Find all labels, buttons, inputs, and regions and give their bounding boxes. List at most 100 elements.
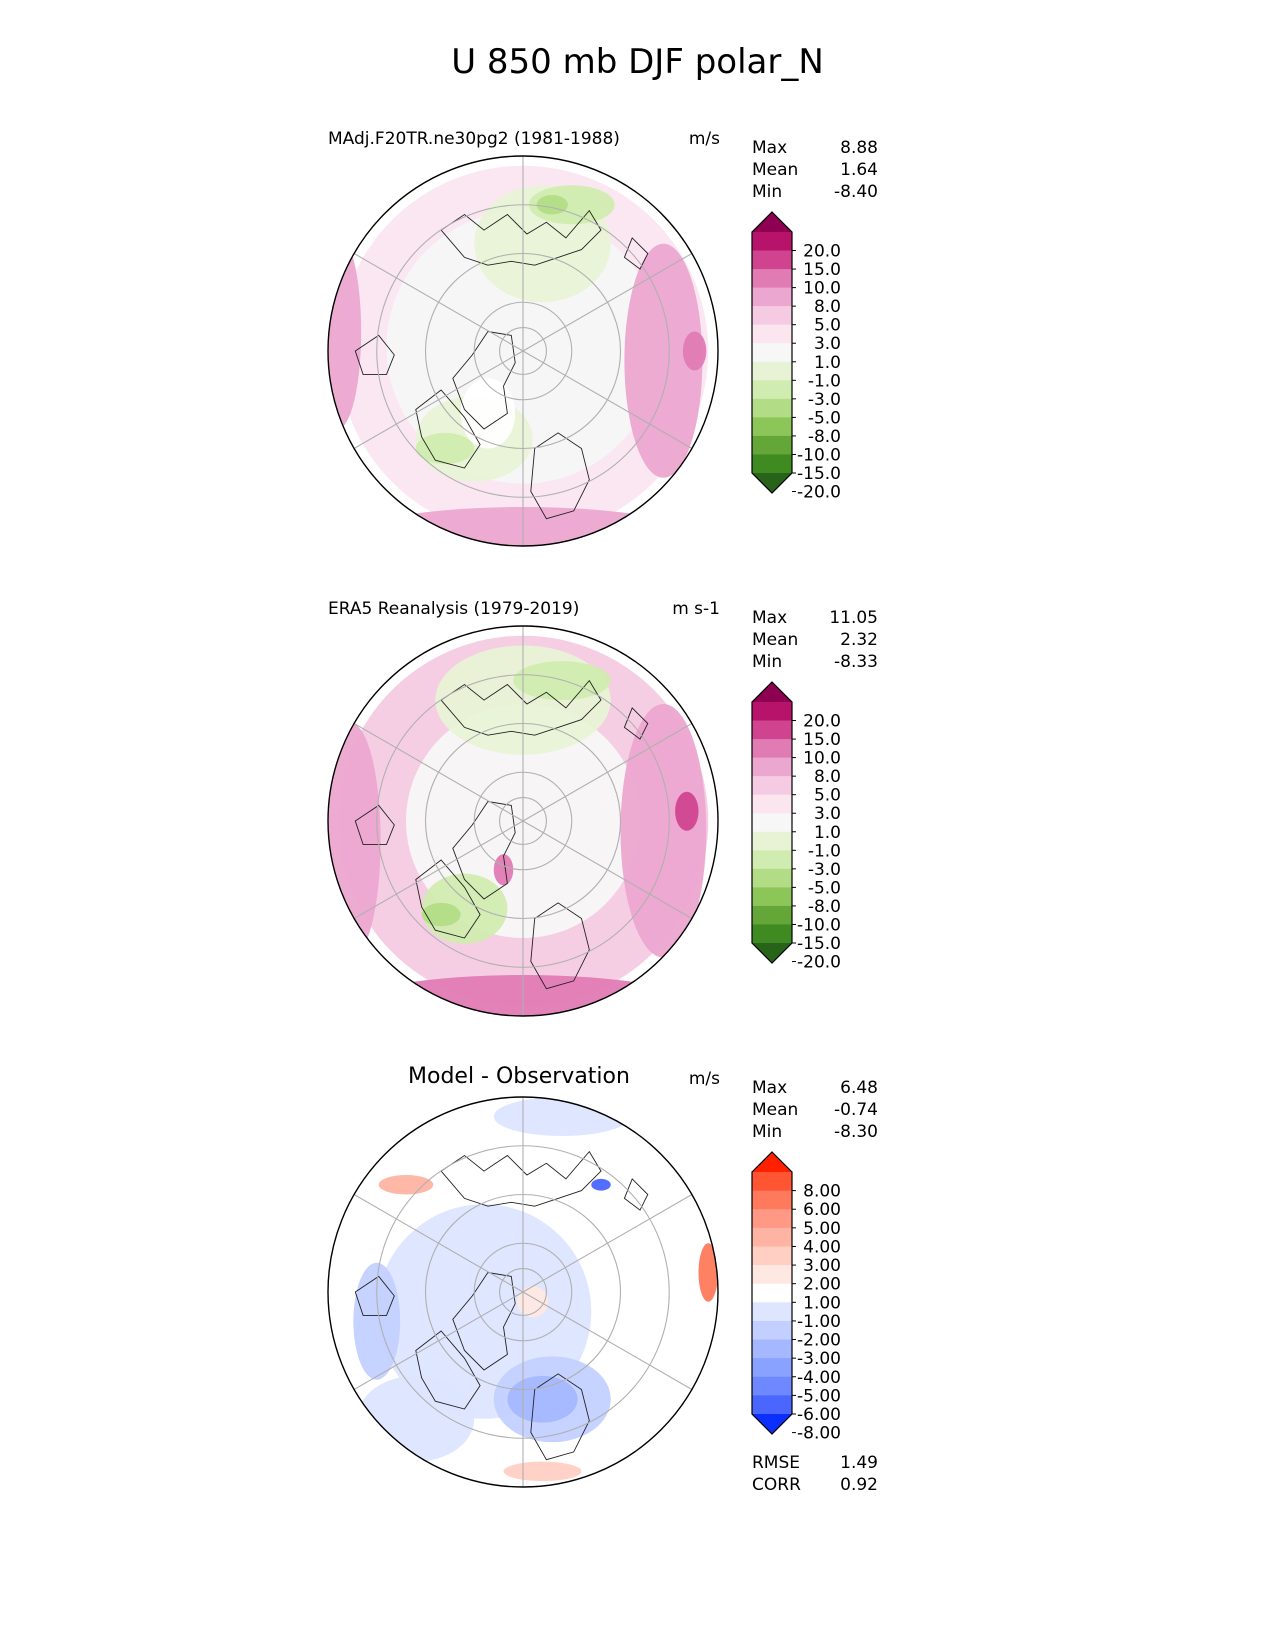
field-region [698,1243,718,1302]
colorbar-tick-label: 1.0 [814,823,841,843]
figure-title: U 850 mb DJF polar_N [451,42,824,82]
meridian-gridline [522,1291,693,1390]
colorbar-tick-label: -5.0 [808,408,841,428]
field-region [620,704,707,958]
colorbar-tick-label: 8.00 [803,1182,841,1202]
colorbar-segment [752,702,792,722]
colorbar-tick-label: 20.0 [803,242,841,262]
field-region [503,1461,582,1482]
colorbar-tick-label: -10.0 [797,445,841,465]
colorbar-segment [752,887,792,907]
stat-label: RMSE [752,1453,801,1473]
colorbar-tick-label: 1.00 [803,1293,841,1313]
coastline [354,1275,395,1316]
coastline [415,1330,481,1410]
field-region [675,791,699,831]
field-region [536,195,568,215]
stat-value: 1.49 [840,1453,878,1473]
colorbar-tick-label: 5.0 [814,786,841,806]
colorbar-tick-label: -10.0 [797,915,841,935]
stat-value: -8.33 [834,652,878,672]
colorbar-segment [752,776,792,796]
colorbar-segment [752,757,792,777]
coastline [440,209,602,266]
stat-label: Mean [752,1100,799,1120]
colorbar-segment [752,306,792,326]
colorbar-segment [752,250,792,270]
coastline [354,804,395,845]
stat-label: Mean [752,160,799,180]
coastline [440,679,602,736]
panel-2-units: m s-1 [672,599,720,619]
field-region [682,331,707,371]
stat-row: Mean 2.32 [752,629,878,651]
meridian-gridline [522,253,693,352]
colorbar-segment [752,720,792,740]
panel-1-title: MAdj.F20TR.ne30pg2 (1981-1988) [328,129,620,149]
colorbar-segment [752,905,792,925]
stat-label: Min [752,1122,783,1142]
panel-1-units: m/s [688,129,720,149]
colorbar-segment [752,1395,792,1415]
colorbar-tick-label: 10.0 [803,749,841,769]
colorbar-tick-label: 10.0 [803,279,841,299]
polar-map-panel-2 [327,625,719,1017]
stat-label: Min [752,182,783,202]
stat-value: -8.30 [834,1122,878,1142]
field-region [328,234,362,429]
colorbar-tick-label: 3.00 [803,1256,841,1276]
colorbar-tick-label: -8.00 [797,1424,841,1444]
stat-value: 1.64 [840,160,878,180]
colorbar-segment [752,1209,792,1229]
meridian-gridline [522,723,693,822]
colorbar-tick-label: 8.0 [814,767,841,787]
colorbar-tick-label: -15.0 [797,934,841,954]
stat-label: Max [752,608,788,628]
colorbar-extension-bottom [752,473,792,493]
colorbar-segment [752,1302,792,1322]
map-boundary [327,625,719,1017]
stat-value: 11.05 [829,608,878,628]
coastline [415,859,481,939]
colorbar-tick-label: -3.0 [808,390,841,410]
meridian-gridline [522,350,693,449]
coastline [623,237,649,270]
colorbar-tick-label: -1.00 [797,1312,841,1332]
field-region [591,1178,611,1191]
colorbar-tick-label: -6.00 [797,1405,841,1425]
colorbar-tick-label: 5.0 [814,316,841,336]
colorbar-tick-label: 8.0 [814,297,841,317]
colorbar-tick-label: -4.00 [797,1368,841,1388]
field-region [328,723,381,958]
stat-row: Min -8.33 [752,651,878,673]
colorbar-segment [752,850,792,870]
colorbar-segment [752,924,792,944]
colorbar-tick-label: -3.00 [797,1349,841,1369]
polar-map-panel-3 [327,1096,719,1488]
colorbar-3: 8.006.005.004.003.002.001.00-1.00-2.00-3… [751,1151,841,1444]
colorbar-segment [752,287,792,307]
colorbar-tick-label: 1.0 [814,353,841,373]
meridian-gridline [522,820,693,919]
colorbar-segment [752,1190,792,1210]
colorbar-tick-label: -5.00 [797,1386,841,1406]
stat-row: Min -8.30 [752,1121,878,1143]
colorbar-segment [752,1246,792,1266]
colorbar-tick-label: -8.0 [808,427,841,447]
colorbar-outline [751,681,793,964]
field-region [507,1375,578,1423]
coastline [530,1373,590,1461]
panel-3-stats: Max 6.48 Mean -0.74 Min -8.30 [752,1077,878,1143]
field-region [421,873,508,944]
polar-map-panel-1 [327,155,719,547]
colorbar-segment [752,1376,792,1396]
stat-value: 6.48 [840,1078,878,1098]
colorbar-segment [752,343,792,363]
stat-value: -8.40 [834,182,878,202]
colorbar-tick-label: 3.0 [814,334,841,354]
colorbar-segment [752,1283,792,1303]
panel-2-stats: Max 11.05 Mean 2.32 Min -8.33 [752,607,878,673]
colorbar-segment [752,454,792,474]
map-boundary [327,1096,719,1488]
